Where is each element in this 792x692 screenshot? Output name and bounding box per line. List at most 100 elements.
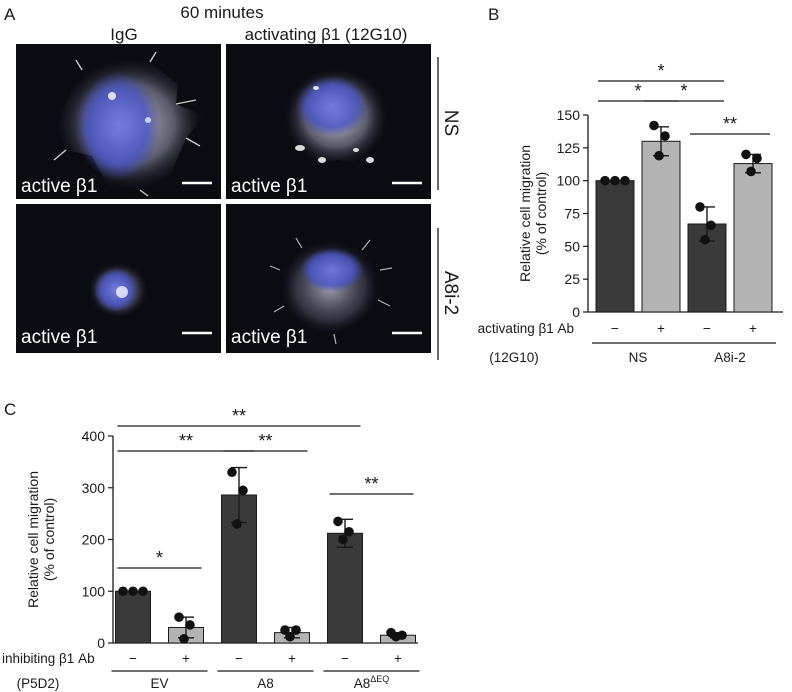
image-label: active β1 <box>231 176 307 197</box>
panel-a-label: A <box>4 5 16 24</box>
significance-label: * <box>680 81 687 101</box>
bar <box>595 180 635 313</box>
panel-b: B 0 25 50 75 100 125 150 Relative cell migratio… <box>478 5 783 365</box>
data-point <box>649 120 659 131</box>
data-point <box>391 631 401 642</box>
treatment-label: inhibiting β1 Ab <box>2 651 95 666</box>
data-point <box>285 631 295 642</box>
y-tick-label: 100 <box>557 173 581 189</box>
group-label: NS <box>629 350 648 365</box>
y-tick-label: 100 <box>82 583 106 599</box>
group-label: A8i-2 <box>714 350 746 365</box>
group-label: EV <box>150 676 168 691</box>
data-point <box>227 467 237 478</box>
data-point <box>706 220 716 231</box>
data-point <box>695 202 705 212</box>
treatment-sign: − <box>129 651 137 666</box>
data-point <box>746 166 756 177</box>
data-point <box>185 620 195 630</box>
data-point <box>118 586 128 597</box>
panel-a: A 60 minutes IgG activating β1 (12G10) a… <box>4 3 461 360</box>
y-tick-label: 150 <box>557 107 581 123</box>
significance-label: * <box>657 61 664 81</box>
data-point <box>179 634 189 644</box>
panel-c: C 0 100 200 300 400 Relative cell migration(%… <box>2 400 420 691</box>
group-label-main: EV <box>150 676 168 691</box>
treatment-sign: − <box>235 651 243 666</box>
micrograph-12g10-a8i-2: active β1 <box>226 204 431 353</box>
data-point <box>344 526 354 537</box>
treatment-sublabel: (P5D2) <box>17 676 60 691</box>
treatment-sign: + <box>288 651 296 666</box>
micrograph-igg-ns: active β1 <box>16 44 221 199</box>
y-tick-label: 125 <box>557 140 581 156</box>
image-label: active β1 <box>21 176 97 197</box>
data-point <box>600 175 610 186</box>
y-axis-label: Relative cell migration(% of control) <box>25 471 57 608</box>
image-label: active β1 <box>21 327 97 348</box>
micrograph-12g10-ns: active β1 <box>226 44 431 199</box>
data-point <box>338 534 348 545</box>
data-point <box>654 150 664 161</box>
bar <box>327 532 363 644</box>
significance-label: ** <box>723 114 737 134</box>
y-tick-label: 50 <box>564 238 580 254</box>
data-point <box>333 516 343 527</box>
treatment-label: activating β1 Ab <box>478 321 574 336</box>
significance-label: * <box>156 548 163 568</box>
data-point <box>128 586 138 597</box>
data-point <box>752 153 762 164</box>
column-label-igg: IgG <box>110 25 137 44</box>
data-point <box>232 519 242 529</box>
treatment-sign: + <box>657 321 665 336</box>
treatment-sign: − <box>341 651 349 666</box>
data-point <box>620 175 630 186</box>
group-label: A8ΔEQ <box>354 674 390 691</box>
treatment-sign: − <box>703 321 711 336</box>
treatment-sign: − <box>611 321 619 336</box>
y-tick-label: 300 <box>82 480 106 496</box>
significance-label: ** <box>232 406 246 426</box>
data-point <box>700 234 710 245</box>
y-tick-label: 0 <box>572 304 580 320</box>
bar <box>641 140 681 313</box>
y-tick-label: 400 <box>82 428 106 444</box>
column-label-12g10: activating β1 (12G10) <box>245 25 408 44</box>
panel-b-label: B <box>488 5 499 24</box>
data-point <box>610 175 620 186</box>
data-point <box>138 586 148 597</box>
y-axis-label-line: (% of control) <box>41 498 57 581</box>
data-point <box>238 485 248 496</box>
data-point <box>280 625 290 635</box>
treatment-sublabel: (12G10) <box>489 350 539 365</box>
row-label-ns: NS <box>440 110 461 136</box>
significance-label: ** <box>364 474 378 494</box>
y-axis-label-line: (% of control) <box>533 172 549 255</box>
y-axis-label-line: Relative cell migration <box>25 471 41 608</box>
treatment-sign: + <box>394 651 402 666</box>
y-tick-label: 0 <box>97 635 105 651</box>
chart-c: 0 100 200 300 400 Relative cell migration(% o… <box>2 406 420 691</box>
group-label-main: A8 <box>354 676 371 691</box>
panel-c-label: C <box>4 400 16 419</box>
y-axis-label-line: Relative cell migration <box>517 145 533 282</box>
y-tick-label: 75 <box>564 206 580 222</box>
y-tick-label: 200 <box>82 532 106 548</box>
data-point <box>291 625 301 635</box>
row-label-a8i-2: A8i-2 <box>440 271 461 315</box>
y-axis-label: Relative cell migration(% of control) <box>517 145 549 282</box>
micrograph-igg-a8i-2: active β1 <box>16 204 221 353</box>
bar <box>733 163 773 313</box>
data-point <box>174 612 184 622</box>
treatment-sign: + <box>749 321 757 336</box>
image-label: active β1 <box>231 327 307 348</box>
y-tick-label: 25 <box>564 271 580 287</box>
treatment-sign: + <box>182 651 190 666</box>
data-point <box>741 149 751 160</box>
group-label: A8 <box>257 676 274 691</box>
data-point <box>660 131 670 141</box>
group-label-main: A8 <box>257 676 274 691</box>
significance-label: ** <box>258 431 272 451</box>
